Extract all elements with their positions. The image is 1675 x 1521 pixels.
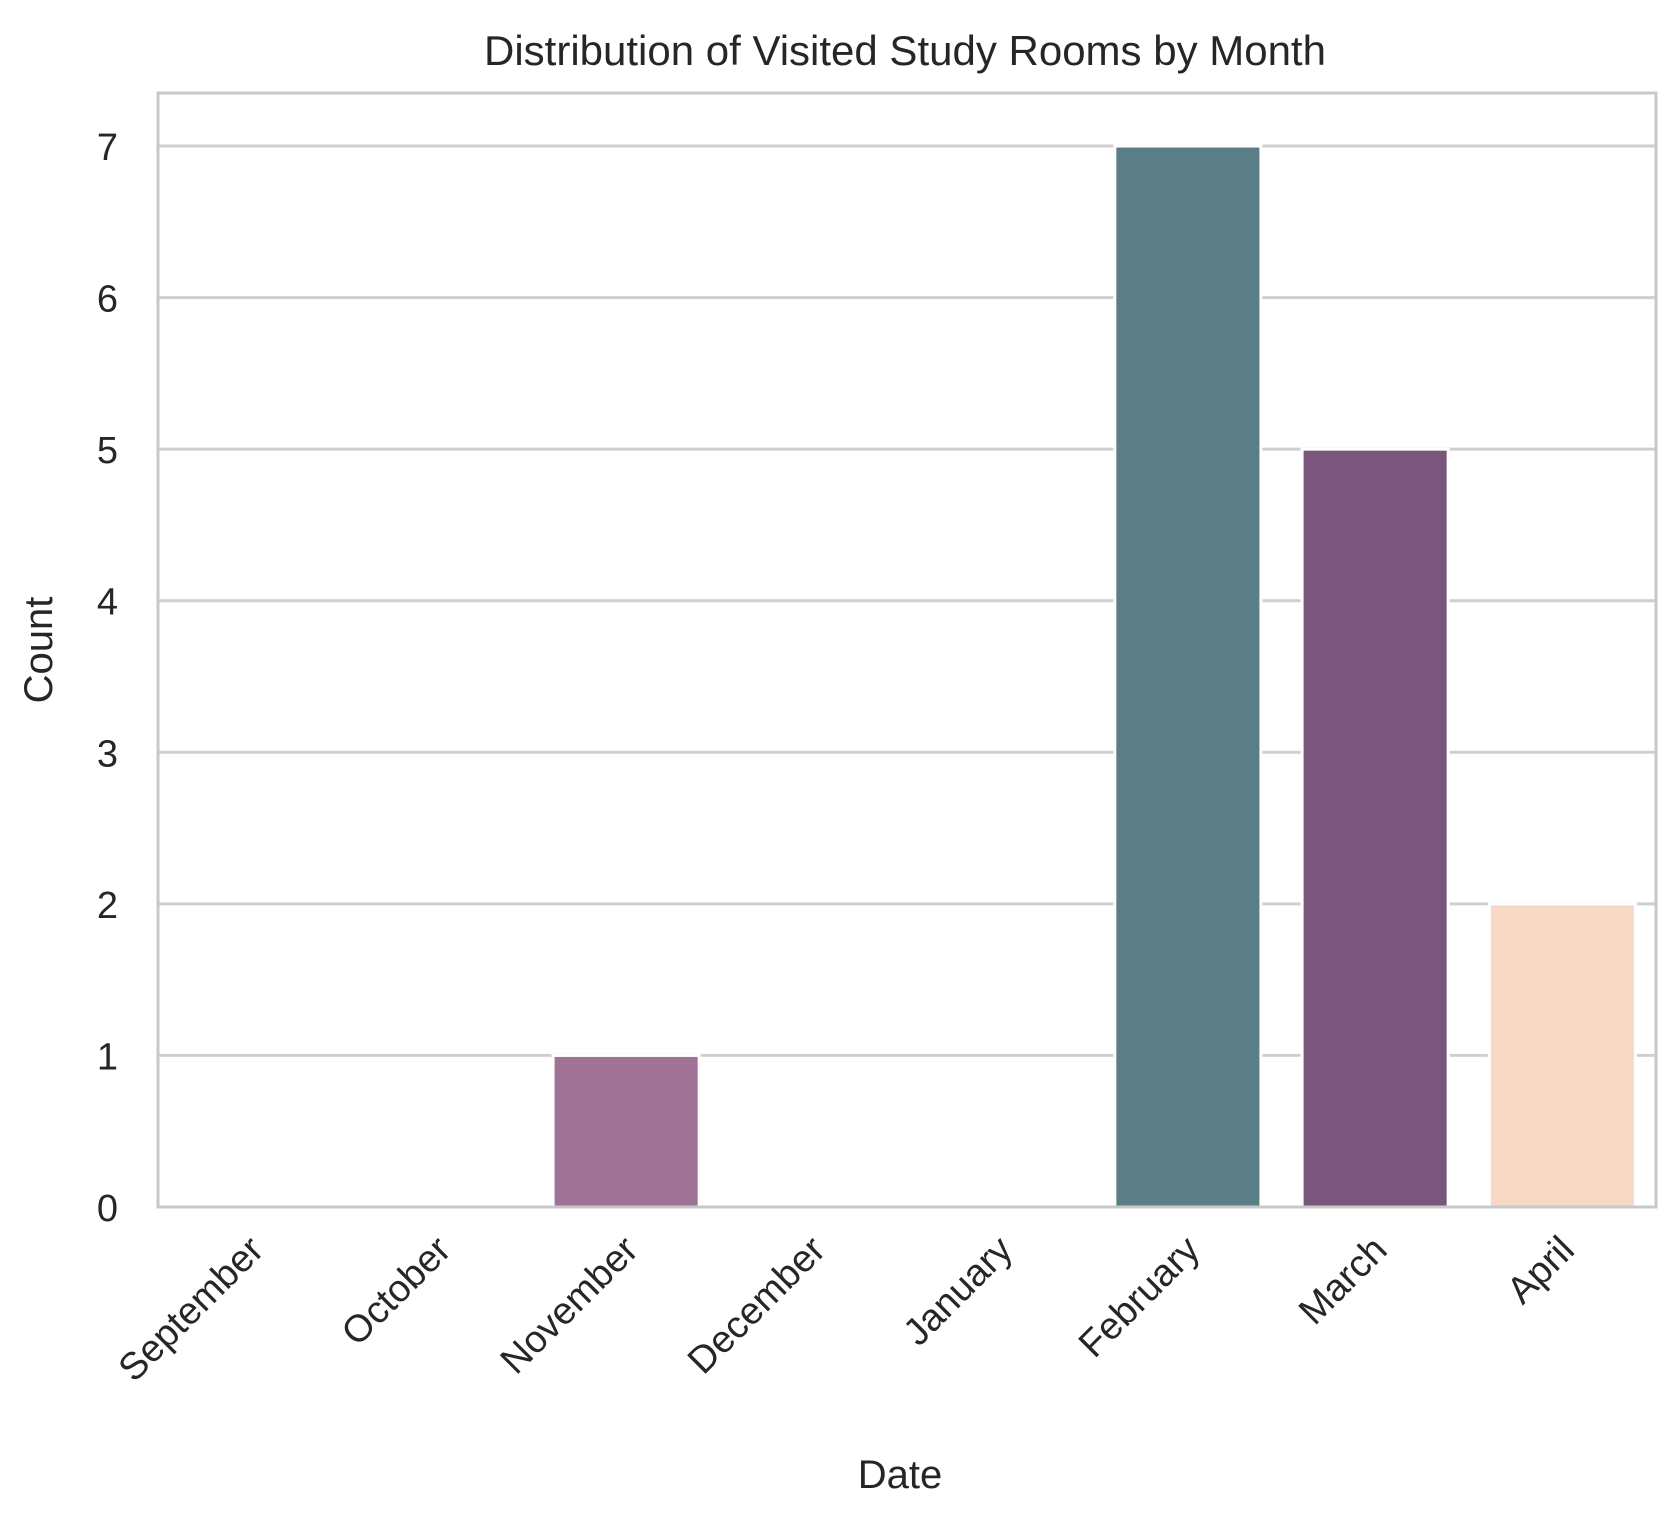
y-tick-label: 4 [97,582,118,624]
x-tick-label: March [1291,1229,1395,1333]
x-tick-label: April [1499,1229,1582,1312]
bars [551,144,1637,1209]
bar-april [1487,902,1637,1209]
y-tick-labels: 0 1 2 3 4 5 6 7 [97,127,118,1230]
x-tick-label: February [1071,1229,1208,1366]
y-axis-label: Count [17,597,61,704]
x-tick-labels: September October November December January F… [111,1228,1583,1389]
y-tick-label: 5 [97,430,118,472]
bar-november [551,1053,701,1209]
x-axis-label: Date [858,1453,943,1497]
x-tick-label: November [493,1228,647,1382]
y-tick-label: 1 [97,1036,118,1078]
x-tick-label: December [680,1228,834,1382]
y-tick-label: 2 [97,885,118,927]
plot-frame [156,91,1658,1209]
x-tick-label: September [111,1228,272,1389]
y-tick-label: 3 [97,733,118,775]
x-tick-label: January [896,1229,1021,1354]
chart-title: Distribution of Visited Study Rooms by M… [484,27,1326,74]
grid-lines [158,144,1656,1209]
y-tick-label: 6 [97,279,118,321]
y-tick-label: 0 [97,1188,118,1230]
bar-february [1113,144,1263,1209]
bar-march [1300,447,1450,1209]
y-tick-label: 7 [97,127,118,169]
x-tick-label: October [334,1228,460,1354]
